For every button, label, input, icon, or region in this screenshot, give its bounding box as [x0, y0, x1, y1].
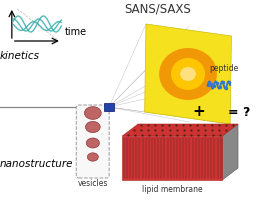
Ellipse shape — [180, 67, 196, 81]
Polygon shape — [122, 124, 238, 136]
Bar — [104, 103, 114, 111]
Ellipse shape — [171, 58, 205, 90]
Text: = ?: = ? — [228, 106, 251, 118]
Polygon shape — [222, 124, 238, 180]
Polygon shape — [122, 136, 222, 180]
Ellipse shape — [159, 48, 217, 100]
Text: SANS/SAXS: SANS/SAXS — [124, 3, 191, 16]
FancyBboxPatch shape — [76, 105, 109, 178]
Text: vesicles: vesicles — [78, 180, 108, 188]
Circle shape — [87, 153, 98, 161]
Text: time: time — [64, 27, 87, 37]
Text: lipid membrane: lipid membrane — [142, 186, 203, 194]
Text: +: + — [192, 104, 205, 119]
Text: kinetics: kinetics — [0, 51, 40, 61]
Circle shape — [86, 138, 99, 148]
Text: nanostructure: nanostructure — [0, 159, 73, 169]
Circle shape — [84, 107, 101, 119]
Circle shape — [85, 121, 100, 133]
Polygon shape — [145, 24, 231, 124]
Text: peptide: peptide — [209, 64, 238, 73]
